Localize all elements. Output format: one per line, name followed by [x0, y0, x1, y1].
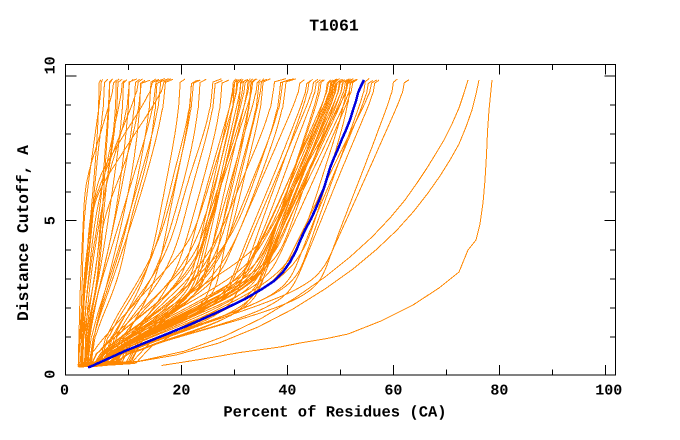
svg-text:20: 20: [172, 382, 190, 399]
svg-text:10: 10: [43, 56, 60, 74]
svg-text:40: 40: [278, 382, 296, 399]
svg-text:T1061: T1061: [309, 16, 359, 35]
svg-text:0: 0: [60, 382, 69, 399]
svg-text:80: 80: [490, 382, 508, 399]
svg-text:60: 60: [384, 382, 402, 399]
svg-text:0: 0: [43, 370, 60, 379]
svg-text:Distance Cutoff, A: Distance Cutoff, A: [14, 145, 33, 321]
svg-text:100: 100: [595, 382, 622, 399]
svg-text:Percent of Residues (CA): Percent of Residues (CA): [223, 404, 446, 422]
svg-text:5: 5: [43, 216, 60, 225]
